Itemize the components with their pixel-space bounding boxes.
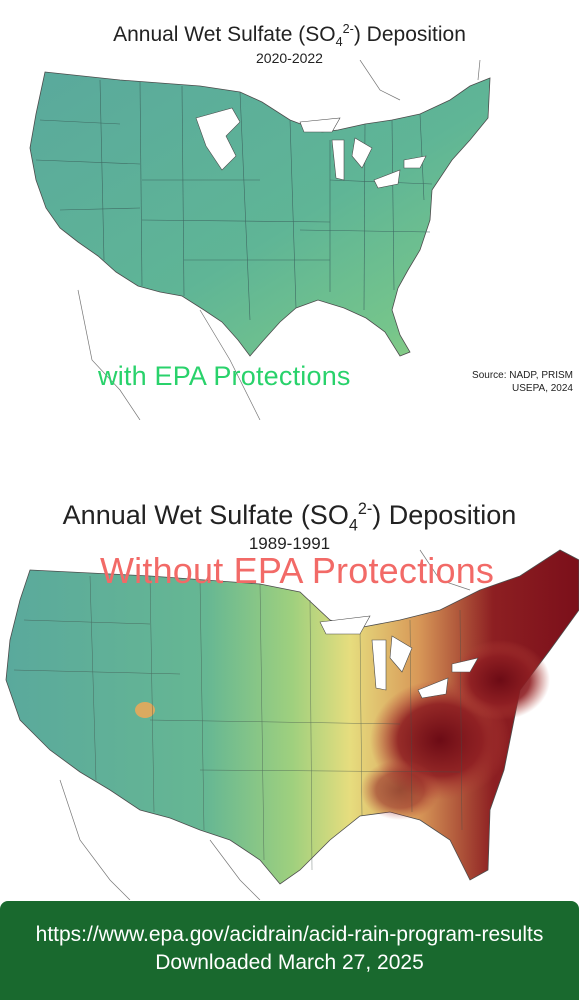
map-years: 2020-2022: [256, 50, 323, 66]
no-data-area: [195, 107, 241, 171]
title-superscript: 2-: [342, 22, 354, 36]
great-lakes: [299, 117, 427, 189]
title-prefix: Annual Wet Sulfate (SO: [62, 500, 349, 530]
map-panel-1989-1991: Annual Wet Sulfate (SO42-) Deposition 19…: [0, 490, 579, 900]
source-credit: Source: NADP, PRISM USEPA, 2024: [472, 369, 573, 395]
source-url-link[interactable]: https://www.epa.gov/acidrain/acid-rain-p…: [35, 923, 544, 946]
us-land-fill: [29, 71, 491, 357]
state-borders: [35, 79, 433, 321]
deposition-hotspot-utah: [135, 702, 155, 718]
map-panel-2020-2022: Annual Wet Sulfate (SO42-) Deposition 20…: [0, 0, 579, 420]
deposition-hotspot-northeast: [450, 640, 550, 720]
title-suffix: ) Deposition: [372, 500, 517, 530]
deposition-hotspot-south: [360, 760, 440, 820]
title-subscript: 4: [348, 516, 358, 535]
outside-borders: [59, 549, 471, 900]
state-borders: [13, 575, 463, 871]
map-title: Annual Wet Sulfate (SO42-) Deposition: [0, 22, 579, 49]
title-suffix: ) Deposition: [353, 23, 466, 46]
overlay-label-with-epa: with EPA Protections: [98, 361, 351, 391]
title-subscript: 4: [335, 35, 343, 50]
us-deposition-map-1989-1991: [5, 549, 579, 900]
map-years: 1989-1991: [248, 534, 331, 553]
title-prefix: Annual Wet Sulfate (SO: [113, 23, 336, 46]
overlay-label-without-epa: Without EPA Protections: [100, 550, 495, 591]
source-line-2: USEPA, 2024: [512, 383, 573, 394]
map-title: Annual Wet Sulfate (SO42-) Deposition: [0, 500, 579, 535]
outside-borders: [77, 60, 481, 420]
title-superscript: 2-: [357, 500, 373, 518]
source-line-1: Source: NADP, PRISM: [472, 370, 573, 381]
us-deposition-map-2020-2022: [29, 60, 491, 420]
source-footer: https://www.epa.gov/acidrain/acid-rain-p…: [0, 901, 579, 1000]
download-date: Downloaded March 27, 2025: [155, 951, 424, 974]
great-lakes: [319, 615, 479, 699]
